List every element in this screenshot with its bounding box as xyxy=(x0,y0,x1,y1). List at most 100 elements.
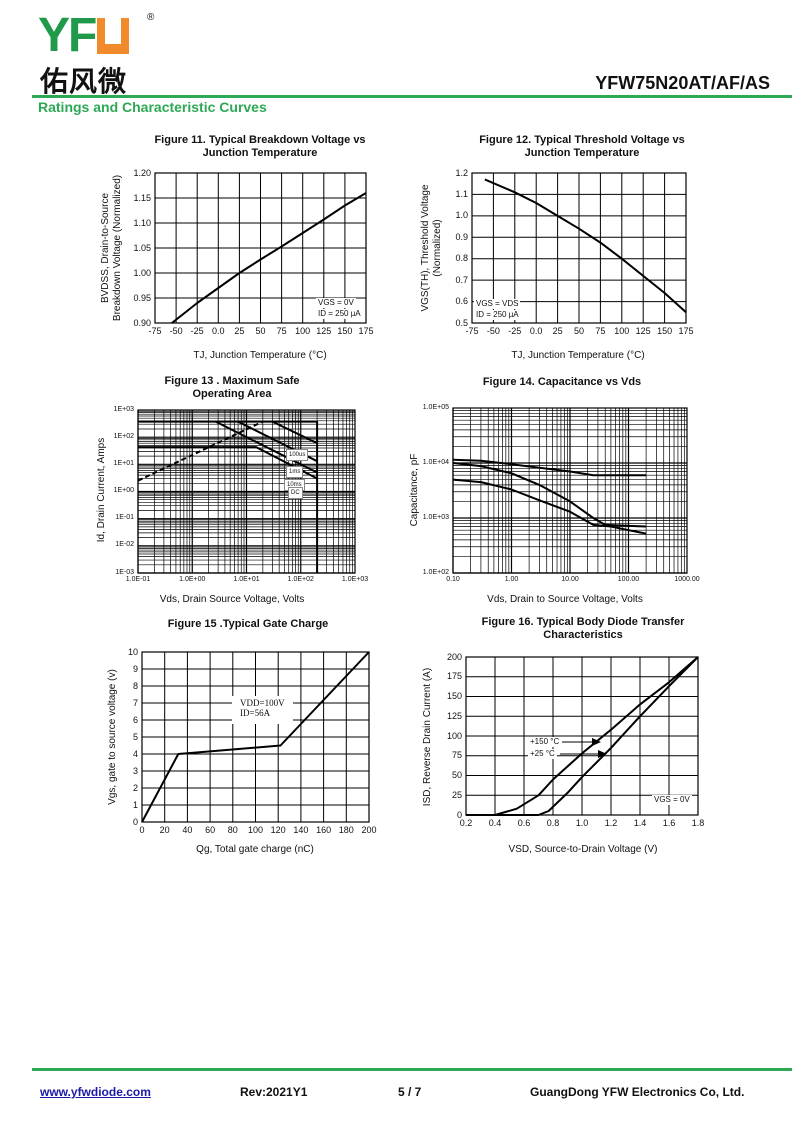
fig16-y-tick-label: 25 xyxy=(451,789,462,800)
fig13-y-tick-label: 1E+02 xyxy=(113,432,134,440)
fig13-y-tick-label: 1E-01 xyxy=(115,514,134,522)
fig16-arrowhead-150c xyxy=(592,738,601,746)
fig15-y-tick-label: 4 xyxy=(132,749,138,759)
fig13-series-limit xyxy=(138,420,319,573)
fig11-y-axis-label: BVDSS, Drain-to-Source Breakdown Voltage … xyxy=(100,174,123,322)
fig12-plot-frame xyxy=(471,172,687,324)
fig11-y-tick-label: 1.05 xyxy=(133,242,151,253)
fig15-x-tick-label: 40 xyxy=(182,825,193,835)
registered-mark: ® xyxy=(147,12,155,23)
fig12-x-tick-label: 25 xyxy=(552,326,563,336)
fig11-x-tick-label: 75 xyxy=(276,326,287,336)
fig14-x-tick-label: 100.00 xyxy=(617,576,640,583)
fig16-y-tick-label: 200 xyxy=(446,651,462,662)
section-title: Ratings and Characteristic Curves xyxy=(38,99,267,115)
website-link[interactable]: www.yfwdiode.com xyxy=(40,1085,151,1099)
fig14-title: Figure 14. Capacitance vs Vds xyxy=(482,376,642,388)
fig14-y-tick-label: 1.0E+03 xyxy=(422,513,449,521)
fig12-y-tick-label: 0.7 xyxy=(455,274,468,285)
fig15-y-tick-label: 7 xyxy=(132,698,138,708)
fig13-series-100us xyxy=(271,420,318,445)
footer-rule xyxy=(32,1068,792,1071)
fig12-title: Figure 12. Typical Threshold Voltage vs J… xyxy=(479,134,685,159)
fig15-x-tick-label: 200 xyxy=(361,825,377,835)
fig11-y-tick-label: 1.15 xyxy=(133,192,151,203)
fig12-y-tick-label: 0.8 xyxy=(455,253,468,264)
fig11-x-axis-label: TJ, Junction Temperature (°C) xyxy=(193,350,327,361)
fig16-x-tick-label: 0.8 xyxy=(546,818,560,828)
fig16-y-tick-label: 125 xyxy=(446,710,462,721)
fig12-x-tick-label: 75 xyxy=(595,326,606,336)
fig13-x-tick-label: 1.0E+01 xyxy=(233,576,260,583)
part-number: YFW75N20AT/AF/AS xyxy=(595,73,770,93)
fig13-y-tick-label: 1E-02 xyxy=(115,541,134,549)
fig13-y-tick-label: 1E+00 xyxy=(113,487,134,494)
fig15-title: Figure 15 .Typical Gate Charge xyxy=(167,618,329,630)
fig12-y-tick-label: 1.2 xyxy=(455,167,468,178)
fig15-x-tick-label: 180 xyxy=(338,825,354,835)
fig13-x-tick-label: 1.0E+00 xyxy=(179,576,206,583)
fig13-y-tick-label: 1E+03 xyxy=(113,405,134,413)
fig12-y-axis-label: VGS(TH), Threshold Voltage (Normalized) xyxy=(420,184,443,312)
fig14-plot-frame xyxy=(452,407,688,574)
fig11-y-tick-label: 1.00 xyxy=(133,267,151,278)
fig12-annotation-vgs: VGS = VDS xyxy=(474,299,521,309)
fig11-title: Figure 11. Typical Breakdown Voltage vs J… xyxy=(154,134,366,159)
logo: YF xyxy=(38,12,130,60)
fig11-series-bvdss xyxy=(171,192,367,324)
fig15-x-tick-label: 100 xyxy=(247,825,264,835)
fig16-series--150-c xyxy=(466,656,699,816)
fig13-title: Figure 13 . Maximum Safe Operating Area xyxy=(164,375,300,400)
fig13-label-100us: 100us xyxy=(286,449,309,461)
fig16-y-tick-label: 150 xyxy=(446,691,462,701)
fig14-x-axis-label: Vds, Drain to Source Voltage, Volts xyxy=(487,594,643,605)
fig16-x-tick-label: 0.6 xyxy=(517,818,531,828)
fig14-series-coss xyxy=(452,462,647,528)
fig14-x-tick-label: 0.10 xyxy=(446,576,460,583)
fig11-x-tick-label: 125 xyxy=(316,326,332,336)
fig12-series-vgs-th- xyxy=(484,178,687,314)
company-name: GuangDong YFW Electronics Co, Ltd. xyxy=(530,1085,745,1099)
fig16-series--25-c xyxy=(466,656,699,816)
fig15-y-tick-label: 0 xyxy=(132,817,138,827)
fig12-y-tick-label: 0.9 xyxy=(455,231,468,242)
fig16-x-tick-label: 0.4 xyxy=(488,818,502,828)
fig15-y-tick-label: 9 xyxy=(132,664,138,674)
fig11-y-tick-label: 1.10 xyxy=(133,217,151,228)
fig13-label-1ms: 1ms xyxy=(286,466,304,478)
fig16-title: Figure 16. Typical Body Diode Transfer Ch… xyxy=(481,616,685,641)
fig14-y-tick-label: 1.0E+02 xyxy=(422,568,449,576)
fig13-series-rds-on-limit xyxy=(137,420,264,482)
fig12-x-tick-label: -25 xyxy=(508,326,522,336)
fig16-y-tick-label: 75 xyxy=(451,750,462,761)
fig16-annotation-vgs: VGS = 0V xyxy=(652,795,692,805)
revision: Rev:2021Y1 xyxy=(240,1085,308,1099)
fig16-y-axis-label: ISD, Reverse Drain Current (A) xyxy=(422,667,433,807)
fig15-x-tick-label: 80 xyxy=(227,825,238,835)
fig16-x-axis-label: VSD, Source-to-Drain Voltage (V) xyxy=(508,844,658,855)
fig12-x-tick-label: -75 xyxy=(465,326,479,336)
fig15-y-tick-label: 3 xyxy=(132,766,138,776)
fig13-x-tick-label: 1.0E+03 xyxy=(341,576,369,583)
fig15-plot-frame xyxy=(141,651,370,823)
fig16-x-tick-label: 1.4 xyxy=(633,818,647,828)
fig15-y-tick-label: 10 xyxy=(127,647,138,657)
fig16-label-25c: +25 °C xyxy=(528,749,557,759)
fig16-y-tick-label: 50 xyxy=(451,770,462,780)
fig16-y-tick-label: 175 xyxy=(446,671,462,682)
fig15-x-tick-label: 60 xyxy=(205,825,216,835)
fig11-y-tick-label: 1.20 xyxy=(133,167,151,178)
fig15-x-tick-label: 120 xyxy=(270,825,286,835)
fig14-series-ciss xyxy=(452,458,647,477)
fig13-y-tick-label: 1E-03 xyxy=(115,568,134,576)
fig12-y-tick-label: 1.0 xyxy=(455,210,468,221)
fig16-plot-frame xyxy=(465,656,699,816)
fig15-y-tick-label: 6 xyxy=(132,715,138,725)
fig14-y-axis-label: Capacitance, pF xyxy=(409,453,420,527)
fig14-x-tick-label: 1.00 xyxy=(504,576,519,583)
fig13-plot-frame xyxy=(137,409,356,574)
fig15-x-tick-label: 0 xyxy=(139,825,145,835)
fig11-annotation-vgs: VGS = 0V xyxy=(316,298,356,308)
fig11-x-tick-label: 25 xyxy=(234,326,245,336)
